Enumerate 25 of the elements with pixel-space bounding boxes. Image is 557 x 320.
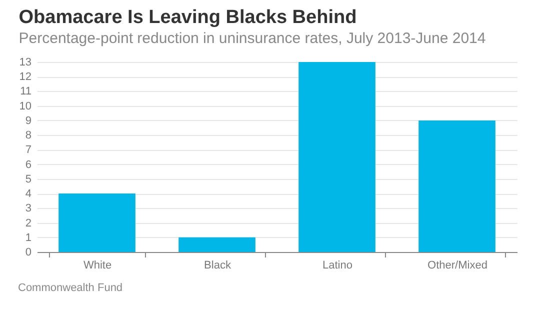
y-tick-label: 9 bbox=[25, 114, 32, 127]
bar bbox=[298, 62, 376, 252]
chart-title: Obamacare Is Leaving Blacks Behind bbox=[18, 7, 357, 28]
text: Commonwealth Fund bbox=[18, 282, 123, 294]
y-tick-label: 3 bbox=[25, 202, 32, 215]
x-tick-label: Latino bbox=[322, 260, 352, 272]
y-tick-label: 4 bbox=[25, 188, 32, 200]
y-tick-label: 2 bbox=[25, 217, 32, 230]
bar bbox=[418, 120, 496, 252]
y-tick-label: 10 bbox=[19, 100, 32, 112]
y-tick-label: 6 bbox=[25, 158, 32, 171]
y-tick-label: 0 bbox=[25, 246, 32, 258]
y-tick-label: 8 bbox=[25, 130, 32, 142]
x-tick-label: White bbox=[83, 260, 112, 272]
chart-subtitle: Percentage-point reduction in uninsurance rates, July 2013-June 2014 bbox=[18, 30, 486, 47]
y-tick-label: 13 bbox=[19, 56, 32, 68]
x-tick-label: Black bbox=[204, 260, 232, 272]
y-tick-label: 5 bbox=[25, 173, 32, 186]
y-tick-label: 12 bbox=[19, 71, 32, 84]
x-tick-label: Other/Mixed bbox=[428, 260, 488, 272]
y-tick-label: 11 bbox=[20, 86, 32, 98]
y-tick-label: 7 bbox=[25, 144, 32, 156]
bar bbox=[178, 237, 256, 252]
y-tick-label: 1 bbox=[25, 232, 32, 244]
bar bbox=[58, 194, 136, 252]
